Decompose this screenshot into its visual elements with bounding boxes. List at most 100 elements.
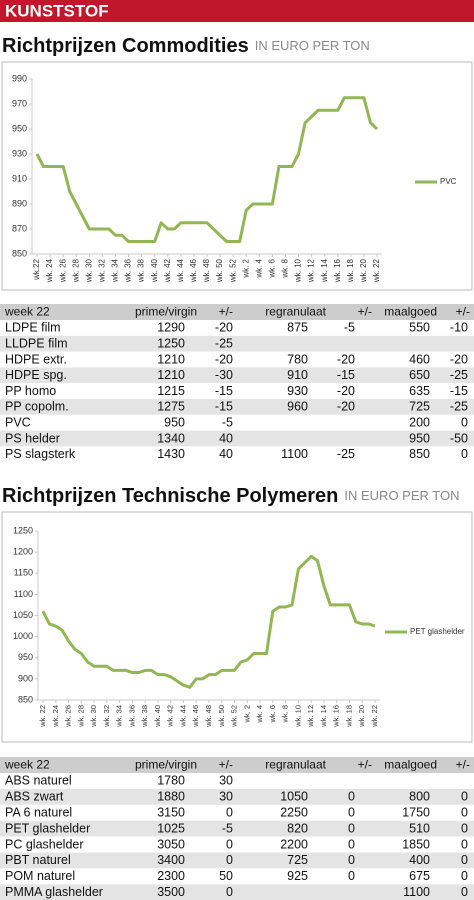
table-row-bg bbox=[0, 852, 474, 869]
table-row-bg bbox=[0, 351, 474, 368]
table-cell: 960 bbox=[287, 400, 308, 414]
table-header: regranulaat bbox=[265, 305, 326, 319]
row-label: HDPE extr. bbox=[5, 352, 67, 366]
x-tick-label: wk. 40 bbox=[150, 258, 159, 283]
y-tick-label: 990 bbox=[12, 73, 27, 83]
x-tick-label: wk. 16 bbox=[332, 705, 341, 728]
table-cell: 1025 bbox=[157, 821, 185, 835]
table-cell: 1780 bbox=[157, 774, 185, 788]
row-label: PP copolm. bbox=[5, 400, 69, 414]
table-cell: 0 bbox=[348, 853, 355, 867]
table-row-bg bbox=[0, 836, 474, 853]
table-row-bg bbox=[0, 788, 474, 805]
table-cell: 800 bbox=[409, 790, 430, 804]
table-row-bg bbox=[0, 414, 474, 431]
x-tick-label: wk. 34 bbox=[111, 258, 120, 283]
table-cell: 950 bbox=[164, 415, 185, 429]
x-tick-label: wk. 36 bbox=[127, 705, 136, 728]
x-tick-label: wk. 14 bbox=[319, 705, 328, 728]
row-label: PS slagsterk bbox=[5, 447, 76, 461]
table-cell: 910 bbox=[287, 368, 308, 382]
x-tick-label: wk. 8 bbox=[281, 705, 290, 724]
y-tick-label: 970 bbox=[12, 98, 27, 108]
table-cell: 0 bbox=[461, 821, 468, 835]
table-cell: 780 bbox=[287, 352, 308, 366]
x-tick-label: wk. 26 bbox=[58, 258, 67, 283]
x-tick-label: wk. 42 bbox=[163, 258, 172, 283]
header-bar bbox=[0, 0, 474, 22]
table-row-bg bbox=[0, 320, 474, 336]
table-cell: 3400 bbox=[157, 853, 185, 867]
table-cell: 0 bbox=[348, 869, 355, 883]
x-tick-label: wk. 10 bbox=[293, 705, 302, 728]
x-tick-label: wk. 10 bbox=[294, 258, 303, 283]
table-cell: 925 bbox=[287, 869, 308, 883]
table-row-bg bbox=[0, 884, 474, 900]
row-label: PET glashelder bbox=[5, 821, 90, 835]
y-tick-label: 1150 bbox=[14, 568, 33, 578]
y-tick-label: 1250 bbox=[13, 525, 33, 535]
x-tick-label: wk. 22 bbox=[372, 258, 381, 283]
section-subtitle: IN EURO PER TON bbox=[255, 38, 370, 53]
y-tick-label: 890 bbox=[12, 198, 27, 208]
table-cell: -25 bbox=[337, 447, 355, 461]
table-cell: 1250 bbox=[157, 336, 185, 350]
table-cell: 0 bbox=[461, 885, 468, 899]
table-cell: 0 bbox=[461, 790, 468, 804]
table-cell: 1750 bbox=[402, 806, 430, 820]
x-tick-label: wk. 24 bbox=[45, 258, 54, 283]
section-title-text: Richtprijzen Technische Polymeren bbox=[2, 485, 338, 507]
x-tick-label: wk. 26 bbox=[64, 705, 73, 728]
y-tick-label: 1000 bbox=[13, 631, 33, 641]
table-row-bg bbox=[0, 773, 474, 789]
row-label: POM naturel bbox=[5, 869, 75, 883]
table-cell: 850 bbox=[409, 447, 430, 461]
x-tick-label: wk. 6 bbox=[268, 705, 277, 724]
table-cell: -25 bbox=[450, 368, 468, 382]
table-row-bg bbox=[0, 868, 474, 885]
table-cell: 0 bbox=[461, 447, 468, 461]
x-tick-label: wk. 44 bbox=[176, 258, 185, 283]
table-cell: 0 bbox=[461, 837, 468, 851]
x-tick-label: wk. 12 bbox=[306, 705, 315, 728]
table-cell: -5 bbox=[344, 321, 355, 335]
table-header: +/- bbox=[456, 758, 470, 772]
table-cell: -20 bbox=[337, 352, 355, 366]
x-tick-label: wk. 48 bbox=[202, 258, 211, 283]
x-tick-label: wk. 50 bbox=[215, 258, 224, 283]
section-title-text: Richtprijzen Commodities bbox=[2, 35, 249, 57]
table-cell: -20 bbox=[450, 352, 468, 366]
table-cell: 0 bbox=[461, 869, 468, 883]
section-title: Richtprijzen Technische Polymeren IN EURO… bbox=[2, 485, 460, 507]
table-cell: 50 bbox=[219, 869, 233, 883]
table-cell: -15 bbox=[215, 400, 233, 414]
x-tick-label: wk. 22 bbox=[370, 705, 379, 728]
table-cell: 3150 bbox=[157, 806, 185, 820]
table-cell: 0 bbox=[348, 806, 355, 820]
x-tick-label: wk. 30 bbox=[89, 705, 98, 728]
table-cell: 30 bbox=[219, 790, 233, 804]
table-cell: -50 bbox=[450, 431, 468, 445]
table-cell: 1275 bbox=[157, 400, 185, 414]
table-cell: 950 bbox=[409, 431, 430, 445]
table-cell: -5 bbox=[222, 821, 233, 835]
y-tick-label: 950 bbox=[12, 123, 27, 133]
table-cell: -5 bbox=[222, 415, 233, 429]
table-header: week 22 bbox=[4, 305, 50, 319]
x-tick-label: wk. 16 bbox=[333, 258, 342, 283]
table-cell: 0 bbox=[226, 853, 233, 867]
row-label: LLDPE film bbox=[5, 336, 68, 350]
table-cell: 510 bbox=[409, 821, 430, 835]
table-cell: 0 bbox=[461, 806, 468, 820]
table-cell: 1100 bbox=[281, 447, 308, 461]
table-cell: 725 bbox=[409, 400, 430, 414]
table-cell: 1850 bbox=[402, 837, 430, 851]
table-cell: 40 bbox=[219, 447, 233, 461]
x-tick-label: wk. 32 bbox=[102, 705, 111, 728]
data-line bbox=[41, 554, 376, 689]
table-row-bg bbox=[0, 804, 474, 821]
table-cell: 1210 bbox=[157, 368, 185, 382]
data-line bbox=[35, 96, 379, 243]
x-tick-label: wk. 28 bbox=[76, 705, 85, 728]
